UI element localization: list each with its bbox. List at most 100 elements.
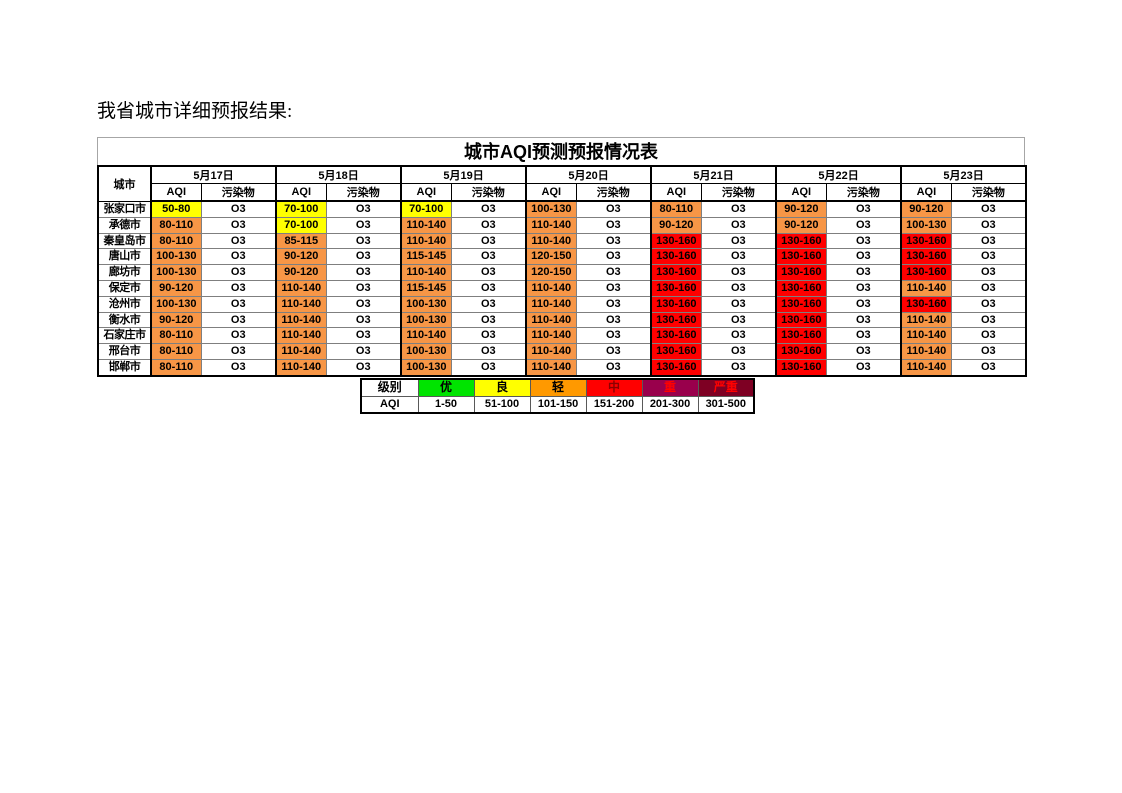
table-row: 邯郸市 80-110 O3 110-140 O3 100-130 O3 110-140 O3 13… xyxy=(97,358,1027,377)
pollutant-cell: O3 xyxy=(700,358,777,377)
pollutant-cell: O3 xyxy=(200,248,277,266)
aqi-cell: 110-140 xyxy=(275,279,327,297)
aqi-cell: 80-110 xyxy=(150,216,202,234)
aqi-cell: 70-100 xyxy=(400,200,452,218)
pollutant-cell: O3 xyxy=(325,311,402,329)
pollutant-cell: O3 xyxy=(200,311,277,329)
aqi-cell: 100-130 xyxy=(400,295,452,313)
aqi-cell: 120-150 xyxy=(525,248,577,266)
pollutant-cell: O3 xyxy=(700,343,777,360)
pollutant-cell: O3 xyxy=(700,264,777,281)
aqi-cell: 130-160 xyxy=(900,248,952,266)
pollutant-cell: O3 xyxy=(950,232,1027,250)
aqi-cell: 115-145 xyxy=(400,279,452,297)
pollutant-cell: O3 xyxy=(325,248,402,266)
city-cell: 沧州市 xyxy=(97,295,152,313)
table-row: 保定市 90-120 O3 110-140 O3 115-145 O3 110-140 O3 13… xyxy=(97,279,1027,297)
aqi-cell: 100-130 xyxy=(400,343,452,360)
aqi-cell: 110-140 xyxy=(525,311,577,329)
pollutant-cell: O3 xyxy=(950,279,1027,297)
aqi-cell: 110-140 xyxy=(900,311,952,329)
pollutant-cell: O3 xyxy=(825,343,902,360)
aqi-cell: 130-160 xyxy=(650,343,702,360)
pollutant-cell: O3 xyxy=(575,232,652,250)
pollutant-cell: O3 xyxy=(450,216,527,234)
pollutant-cell: O3 xyxy=(325,279,402,297)
legend-level-cell: 中 xyxy=(585,378,643,397)
aqi-cell: 110-140 xyxy=(900,327,952,345)
pollutant-cell: O3 xyxy=(450,264,527,281)
pollutant-subheader: 污染物 xyxy=(450,183,527,202)
pollutant-cell: O3 xyxy=(325,327,402,345)
aqi-cell: 110-140 xyxy=(900,358,952,377)
pollutant-cell: O3 xyxy=(700,327,777,345)
aqi-cell: 130-160 xyxy=(650,311,702,329)
pollutant-cell: O3 xyxy=(325,343,402,360)
pollutant-cell: O3 xyxy=(825,248,902,266)
legend-range-cell: 151-200 xyxy=(585,395,643,414)
pollutant-cell: O3 xyxy=(200,343,277,360)
pollutant-cell: O3 xyxy=(575,343,652,360)
legend-aqi-label: AQI xyxy=(360,395,419,414)
pollutant-cell: O3 xyxy=(950,358,1027,377)
pollutant-cell: O3 xyxy=(450,232,527,250)
legend-level-cell: 轻 xyxy=(529,378,587,397)
pollutant-cell: O3 xyxy=(950,327,1027,345)
aqi-cell: 130-160 xyxy=(650,295,702,313)
forecast-rows: 张家口市 50-80 O3 70-100 O3 70-100 O3 100-130 O3 80-1… xyxy=(97,200,1027,377)
legend-range-cell: 51-100 xyxy=(473,395,531,414)
aqi-cell: 85-115 xyxy=(275,232,327,250)
aqi-cell: 130-160 xyxy=(775,248,827,266)
aqi-cell: 100-130 xyxy=(900,216,952,234)
aqi-cell: 110-140 xyxy=(400,264,452,281)
pollutant-cell: O3 xyxy=(950,216,1027,234)
pollutant-cell: O3 xyxy=(575,264,652,281)
city-cell: 邢台市 xyxy=(97,343,152,360)
date-header: 5月18日 xyxy=(275,165,402,184)
city-cell: 廊坊市 xyxy=(97,264,152,281)
pollutant-subheader: 污染物 xyxy=(950,183,1027,202)
table-row: 廊坊市 100-130 O3 90-120 O3 110-140 O3 120-150 O3 13… xyxy=(97,264,1027,281)
pollutant-cell: O3 xyxy=(325,232,402,250)
aqi-cell: 110-140 xyxy=(525,343,577,360)
aqi-cell: 80-110 xyxy=(150,358,202,377)
pollutant-subheader: 污染物 xyxy=(575,183,652,202)
pollutant-cell: O3 xyxy=(575,311,652,329)
aqi-cell: 130-160 xyxy=(650,232,702,250)
pollutant-cell: O3 xyxy=(950,343,1027,360)
aqi-cell: 90-120 xyxy=(150,311,202,329)
aqi-cell: 110-140 xyxy=(400,232,452,250)
legend-level-row: 级别 优良轻中重严重 xyxy=(360,378,755,397)
aqi-cell: 100-130 xyxy=(400,358,452,377)
page-heading: 我省城市详细预报结果: xyxy=(97,101,293,122)
date-header: 5月21日 xyxy=(650,165,777,184)
aqi-cell: 130-160 xyxy=(650,264,702,281)
pollutant-cell: O3 xyxy=(450,343,527,360)
pollutant-cell: O3 xyxy=(325,200,402,218)
pollutant-cell: O3 xyxy=(450,200,527,218)
aqi-cell: 130-160 xyxy=(650,358,702,377)
pollutant-cell: O3 xyxy=(700,295,777,313)
aqi-forecast-section: 城市AQI预测预报情况表 城市 5月17日 5月18日 5月19日 5月20日 5月21… xyxy=(97,137,1028,377)
city-cell: 秦皇岛市 xyxy=(97,232,152,250)
pollutant-cell: O3 xyxy=(825,264,902,281)
aqi-cell: 130-160 xyxy=(775,279,827,297)
aqi-cell: 110-140 xyxy=(275,295,327,313)
city-cell: 衡水市 xyxy=(97,311,152,329)
aqi-cell: 110-140 xyxy=(275,311,327,329)
pollutant-cell: O3 xyxy=(575,327,652,345)
pollutant-cell: O3 xyxy=(450,327,527,345)
aqi-cell: 130-160 xyxy=(775,358,827,377)
aqi-cell: 130-160 xyxy=(650,248,702,266)
city-cell: 石家庄市 xyxy=(97,327,152,345)
date-header: 5月19日 xyxy=(400,165,527,184)
aqi-cell: 130-160 xyxy=(900,264,952,281)
city-cell: 保定市 xyxy=(97,279,152,297)
aqi-cell: 110-140 xyxy=(525,232,577,250)
legend-range-cell: 201-300 xyxy=(641,395,699,414)
aqi-cell: 110-140 xyxy=(275,343,327,360)
pollutant-cell: O3 xyxy=(950,248,1027,266)
pollutant-cell: O3 xyxy=(575,358,652,377)
pollutant-cell: O3 xyxy=(450,311,527,329)
pollutant-cell: O3 xyxy=(325,358,402,377)
